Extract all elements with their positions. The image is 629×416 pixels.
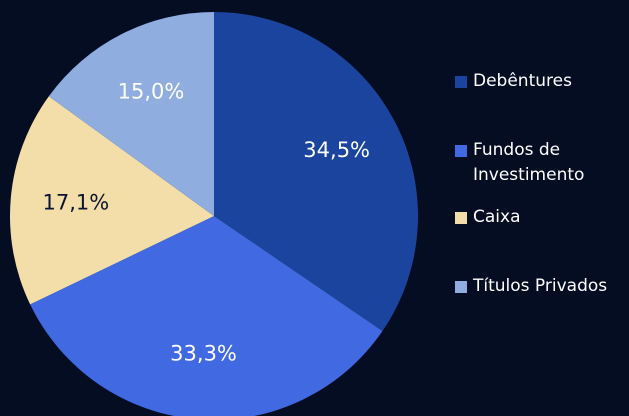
legend-label: Títulos Privados: [473, 276, 608, 296]
pie-slice: [30, 216, 383, 416]
legend-label: Fundos de Investimento: [473, 140, 585, 185]
data-label: 15,0%: [118, 79, 185, 103]
legend-swatch: [455, 76, 467, 88]
legend-item: Caixa: [455, 205, 623, 230]
legend-label: Debêntures: [473, 71, 572, 91]
data-label: 33,3%: [170, 341, 237, 365]
legend-swatch: [455, 145, 467, 157]
pie-slice: [48, 12, 214, 216]
data-label: 17,1%: [42, 191, 109, 215]
legend-swatch: [455, 281, 467, 293]
legend-item: Debêntures: [455, 69, 623, 94]
legend-item: Fundos de Investimento: [455, 138, 623, 188]
legend-label: Caixa: [473, 207, 521, 227]
legend-item: Títulos Privados: [455, 274, 623, 299]
data-label: 34,5%: [303, 138, 370, 162]
legend-swatch: [455, 212, 467, 224]
pie-slice: [10, 96, 214, 305]
pie-slice: [214, 12, 419, 332]
